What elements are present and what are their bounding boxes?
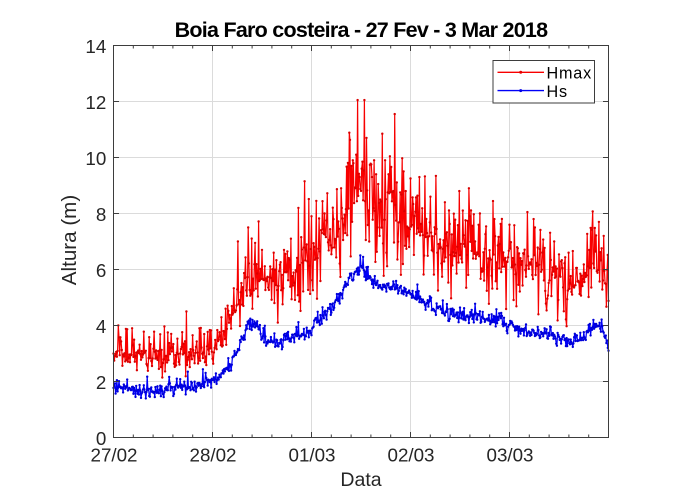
svg-text:6: 6 <box>96 260 106 281</box>
svg-text:10: 10 <box>85 148 106 169</box>
svg-text:Hs: Hs <box>547 83 568 101</box>
svg-text:8: 8 <box>96 204 106 225</box>
svg-text:0: 0 <box>96 428 106 449</box>
svg-text:Hmax: Hmax <box>547 65 592 83</box>
svg-text:14: 14 <box>85 36 106 57</box>
svg-text:Altura (m): Altura (m) <box>58 195 81 285</box>
svg-text:Boia Faro costeira - 27 Fev -: Boia Faro costeira - 27 Fev - 3 Mar 2018 <box>175 18 548 42</box>
svg-text:4: 4 <box>96 316 106 337</box>
svg-text:01/03: 01/03 <box>289 445 336 466</box>
svg-text:12: 12 <box>85 92 106 113</box>
svg-text:Data: Data <box>340 469 381 491</box>
svg-text:02/03: 02/03 <box>388 445 435 466</box>
svg-text:27/02: 27/02 <box>91 445 138 466</box>
svg-text:28/02: 28/02 <box>190 445 237 466</box>
svg-text:2: 2 <box>96 372 106 393</box>
svg-text:03/03: 03/03 <box>487 445 534 466</box>
